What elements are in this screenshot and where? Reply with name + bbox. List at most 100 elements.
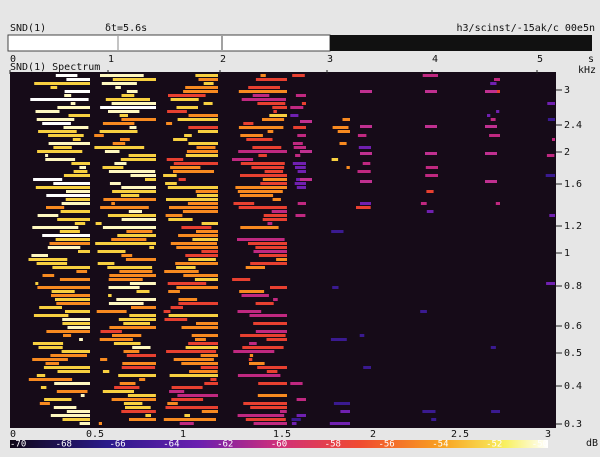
spectral-band <box>46 194 90 197</box>
spectral-band <box>276 258 287 261</box>
spectral-band <box>173 162 218 165</box>
harmonic-dash <box>425 125 437 128</box>
spectral-band <box>163 310 171 313</box>
spectral-band <box>34 82 90 85</box>
spectral-band <box>53 182 90 185</box>
spectral-band <box>166 350 217 353</box>
spectral-band <box>102 226 156 229</box>
spectral-band <box>126 230 153 233</box>
spectral-band <box>107 266 153 269</box>
source-label: SND(1) <box>10 23 46 34</box>
colorbar-tick-label: -56 <box>378 440 394 450</box>
harmonic-dash <box>485 90 497 93</box>
spectral-band <box>165 182 177 185</box>
spectral-band <box>181 226 212 229</box>
spectral-band <box>253 322 287 325</box>
harmonic-dash <box>485 180 497 183</box>
spectral-band <box>120 194 140 197</box>
spectral-band <box>237 310 262 313</box>
spectral-band <box>166 198 218 201</box>
spectral-band <box>108 170 156 173</box>
spectral-band <box>129 418 156 421</box>
spectral-band <box>332 286 339 289</box>
top-tick-label: 0 <box>10 54 16 65</box>
spectral-band <box>94 146 145 149</box>
spectral-band <box>185 86 218 89</box>
spectral-band <box>64 94 72 97</box>
spectral-band <box>126 354 156 357</box>
overview-rest[interactable] <box>330 35 592 51</box>
spectral-band <box>169 206 218 209</box>
spectral-band <box>238 206 287 209</box>
spectral-band <box>489 134 500 137</box>
harmonic-dash <box>300 178 312 181</box>
spectral-band <box>66 410 90 413</box>
spectral-band <box>245 418 286 421</box>
spectral-band <box>105 98 150 101</box>
spectral-band <box>240 334 286 337</box>
spectral-band <box>330 338 347 341</box>
spectral-band <box>253 422 287 425</box>
spectral-band <box>431 418 437 421</box>
harmonic-dash <box>300 150 312 153</box>
spectral-band <box>132 346 151 349</box>
spectral-band <box>203 102 213 105</box>
overview-visible[interactable] <box>7 34 331 52</box>
spectral-band <box>121 94 135 97</box>
spectral-band <box>111 102 156 105</box>
spectral-band <box>128 154 156 157</box>
spectral-band <box>356 206 371 209</box>
spectral-band <box>62 322 90 325</box>
spectral-band <box>49 242 90 245</box>
colorbar-tick-label: -52 <box>486 440 502 450</box>
colorbar-tick-label: -66 <box>109 440 125 450</box>
spectral-band <box>250 406 287 409</box>
spectral-band <box>119 270 153 273</box>
spectral-band <box>165 214 183 217</box>
spectral-band <box>200 366 218 369</box>
spectral-band <box>196 322 218 325</box>
spectral-band <box>173 170 214 173</box>
spectral-band <box>362 162 371 165</box>
spectral-band <box>121 218 156 221</box>
spectral-band <box>237 414 285 417</box>
spectral-band <box>235 186 287 189</box>
spectral-band <box>269 114 287 117</box>
spectral-band <box>119 382 136 385</box>
spectral-band <box>237 238 285 241</box>
spectral-band <box>55 74 78 77</box>
spectral-band <box>239 194 274 197</box>
harmonic-dash <box>360 125 372 128</box>
spectral-band <box>264 170 284 173</box>
spectral-band <box>240 134 263 137</box>
spectral-band <box>125 258 156 261</box>
right-tick-label: 1.2 <box>564 221 582 232</box>
spectral-band <box>185 154 218 157</box>
spectral-band <box>291 418 301 421</box>
spectral-band <box>248 242 287 245</box>
spectral-band <box>38 130 77 133</box>
spectral-band <box>181 362 218 365</box>
harmonic-dash <box>300 120 312 123</box>
spectral-band <box>102 390 134 393</box>
spectral-band <box>296 414 306 417</box>
spectral-band <box>57 370 90 373</box>
colorbar-unit: dB <box>586 438 598 449</box>
spectral-band <box>294 182 306 185</box>
harmonic-dash <box>425 90 437 93</box>
spectral-band <box>33 314 69 317</box>
colorbar <box>10 440 548 448</box>
spectral-band <box>178 298 198 301</box>
right-tick-label: 1.6 <box>564 179 582 190</box>
bottom-tick-label: 3 <box>545 429 551 440</box>
spectral-band <box>241 294 269 297</box>
spectral-band <box>290 382 303 385</box>
spectral-band <box>112 334 142 337</box>
spectral-band <box>54 382 90 385</box>
spectral-band <box>145 414 151 417</box>
spectral-band <box>78 250 90 253</box>
spectral-band <box>420 202 427 205</box>
spectral-band <box>425 174 438 177</box>
spectral-band <box>62 418 90 421</box>
spectral-band <box>272 106 287 109</box>
